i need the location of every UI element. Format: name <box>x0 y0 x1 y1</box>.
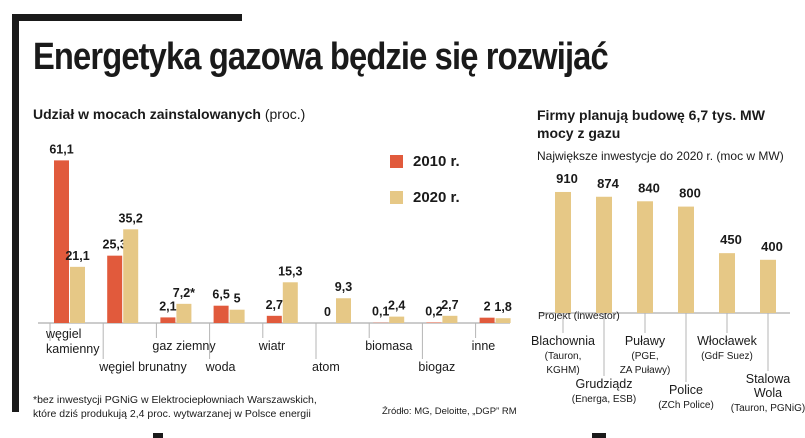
bar-mw-w-oc-awek <box>719 253 735 313</box>
bar-2020-r-biomasa <box>389 316 405 323</box>
data-label-2020-r-atom: 9,3 <box>335 280 352 294</box>
data-label-mw-stalowa-wola: 400 <box>761 239 783 254</box>
project-label-blachownia: KGHM) <box>546 365 579 376</box>
bar-mw-blachownia <box>555 191 571 313</box>
data-label-2020-r-biogaz: 2,7 <box>441 298 458 312</box>
bar-2010-r-wiatr <box>266 315 282 323</box>
data-label-mw-pu-awy: 840 <box>638 180 660 195</box>
left-chart-title-unit: (proc.) <box>264 106 306 122</box>
data-label-2020-r-inne: 1,8 <box>494 300 511 314</box>
legend-swatch-2010 <box>390 155 403 168</box>
bar-mw-grudzi-dz <box>596 196 612 313</box>
data-label-2020-r-w-giel-kamienny: 21,1 <box>65 249 89 263</box>
corner-frame-top <box>12 14 242 21</box>
bar-2020-r-wiatr <box>282 282 298 323</box>
bar-2010-r-w-giel-kamienny <box>54 160 69 323</box>
project-label-blachownia: Blachownia <box>531 334 595 348</box>
data-label-2020-r-wiatr: 15,3 <box>278 264 302 278</box>
project-label-w-oc-awek: (GdF Suez) <box>701 351 753 362</box>
legend-swatch-2020 <box>390 191 403 204</box>
bar-2020-r-atom <box>336 298 351 323</box>
project-label-stalowa-wola: (Tauron, PGNiG) <box>731 403 805 414</box>
project-label-stalowa-wola: Stalowa <box>746 372 791 386</box>
data-label-2010-r-biomasa: 0,1 <box>372 305 389 319</box>
footnote: *bez inwestycji PGNiG w Elektrociepłowni… <box>33 393 317 421</box>
category-label-atom: atom <box>312 360 340 374</box>
left-chart-title: Udział w mocach zainstalowanych (proc.) <box>33 106 305 122</box>
data-label-mw-grudzi-dz: 874 <box>597 176 619 191</box>
data-label-2010-r-w-giel-brunatny: 25,3 <box>103 238 127 252</box>
legend-label-2010: 2010 r. <box>413 153 460 170</box>
project-label-police: (ZCh Police) <box>658 400 714 411</box>
bar-2010-r-woda <box>213 305 229 323</box>
data-label-mw-blachownia: 910 <box>556 171 578 186</box>
footnote-line-1: *bez inwestycji PGNiG w Elektrociepłowni… <box>33 394 317 406</box>
project-label-stalowa-wola: Wola <box>754 386 782 400</box>
project-label-grudzi-dz: Grudziądz <box>576 377 633 391</box>
data-label-2020-r-woda: 5 <box>234 292 241 306</box>
bar-mw-pu-awy <box>637 201 653 313</box>
legend-2010: 2010 r. <box>390 153 460 170</box>
data-label-mw-w-oc-awek: 450 <box>720 232 742 247</box>
data-label-2020-r-biomasa: 2,4 <box>388 299 405 313</box>
data-label-2010-r-w-giel-kamienny: 61,1 <box>49 142 73 156</box>
corner-frame-left <box>12 14 19 412</box>
bar-2020-r-w-giel-kamienny <box>70 266 85 323</box>
project-label-grudzi-dz: (Energa, ESB) <box>572 394 636 405</box>
bar-2010-r-gaz-ziemny <box>160 317 176 323</box>
category-label-w-giel-kamienny: węgiel <box>45 327 81 341</box>
category-label-biogaz: biogaz <box>418 360 455 374</box>
project-label-police: Police <box>669 383 703 397</box>
data-label-2010-r-gaz-ziemny: 2,1 <box>159 299 176 313</box>
right-chart-title: Firmy planują budowę 6,7 tys. MW mocy z … <box>537 107 765 141</box>
data-label-2010-r-biogaz: 0,2 <box>425 304 442 318</box>
data-label-mw-police: 800 <box>679 186 701 201</box>
footer-fragment-1 <box>153 433 163 438</box>
footer-fragment-2 <box>592 433 606 438</box>
bar-2020-r-inne <box>495 318 511 323</box>
page-title: Energetyka gazowa będzie się rozwijać <box>33 36 609 78</box>
bar-2020-r-gaz-ziemny <box>176 303 192 323</box>
source-note: Źródło: MG, Deloitte, „DGP” RM <box>382 406 517 417</box>
project-label-pu-awy: (PGE, <box>631 351 658 362</box>
data-label-2010-r-atom: 0 <box>324 305 331 319</box>
bar-2020-r-woda <box>229 309 245 323</box>
bar-2010-r-biogaz <box>426 322 442 323</box>
right-chart-subtitle: Największe inwestycje do 2020 r. (moc w … <box>537 149 784 163</box>
bar-mw-police <box>678 206 694 313</box>
data-label-2010-r-inne: 2 <box>484 300 491 314</box>
project-label-blachownia: (Tauron, <box>545 351 582 362</box>
data-label-2020-r-w-giel-brunatny: 35,2 <box>119 211 143 225</box>
project-label-pu-awy: Puławy <box>625 334 666 348</box>
category-label-inne: inne <box>472 339 496 353</box>
bar-2020-r-w-giel-brunatny <box>123 229 139 323</box>
bar-2010-r-w-giel-brunatny <box>107 255 123 323</box>
project-label-w-oc-awek: Włocławek <box>697 334 757 348</box>
project-label-pu-awy: ZA Puławy) <box>620 365 671 376</box>
category-label-biomasa: biomasa <box>365 339 412 353</box>
category-label-woda: woda <box>205 360 236 374</box>
footnote-line-2: które dziś produkują 2,4 proc. wytwarzan… <box>33 408 311 420</box>
data-label-2020-r-gaz-ziemny: 7,2* <box>173 286 195 300</box>
category-label-wiatr: wiatr <box>258 339 285 353</box>
bar-2020-r-biogaz <box>442 315 458 323</box>
legend-label-2020: 2020 r. <box>413 189 460 206</box>
category-label-w-giel-brunatny: węgiel brunatny <box>98 360 187 374</box>
data-label-2010-r-woda: 6,5 <box>212 288 229 302</box>
legend-2020: 2020 r. <box>390 189 460 206</box>
bar-mw-stalowa-wola <box>760 259 776 313</box>
category-label-gaz-ziemny: gaz ziemny <box>152 339 216 353</box>
data-label-2010-r-wiatr: 2,7 <box>266 298 283 312</box>
left-chart-title-bold: Udział w mocach zainstalowanych <box>33 106 261 122</box>
bar-2010-r-inne <box>479 317 495 323</box>
category-label-w-giel-kamienny: kamienny <box>46 342 100 356</box>
